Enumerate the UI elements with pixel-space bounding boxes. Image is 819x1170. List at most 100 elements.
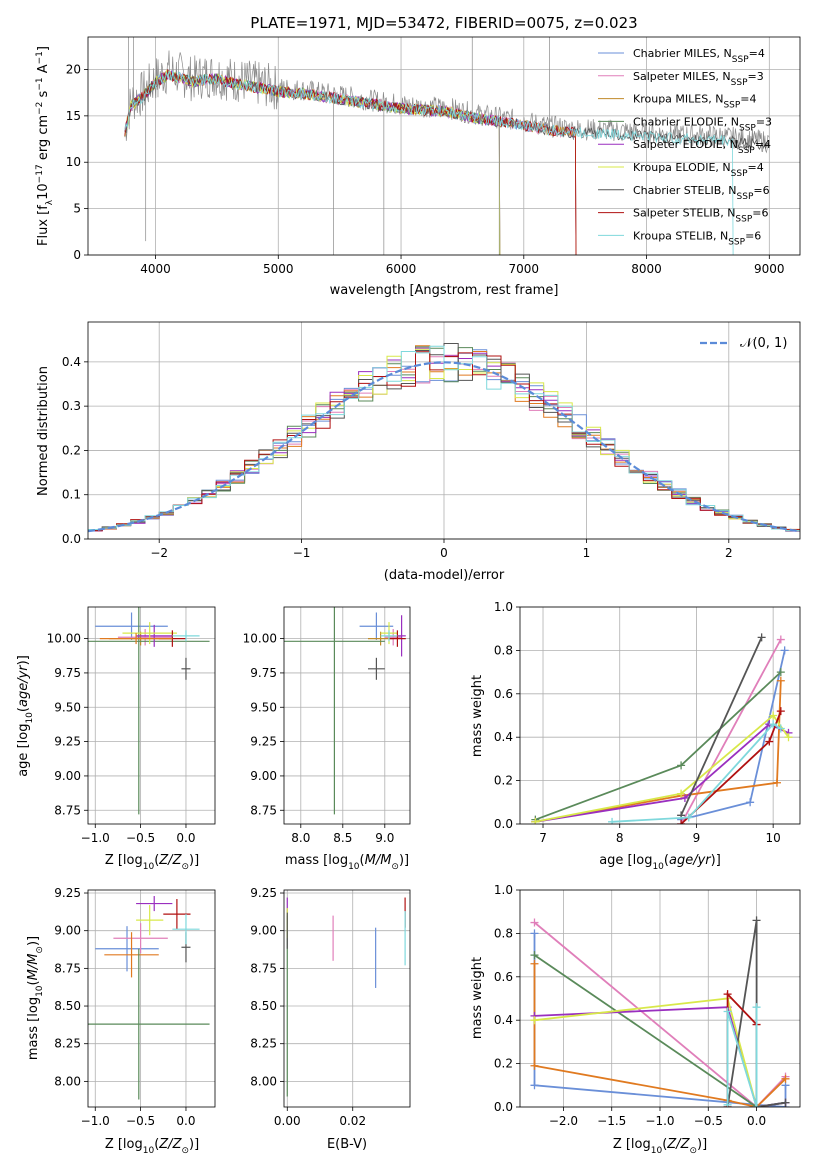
y-tick-label: 0.1 (62, 488, 81, 502)
weight-marker (530, 1061, 539, 1070)
x-tick-label: 1 (583, 546, 591, 560)
plot-area (124, 37, 770, 255)
y-tick-label: 0.6 (494, 970, 513, 984)
y-tick-label: 0 (73, 248, 81, 262)
axes-frame (87, 36, 801, 256)
y-tick-label: 0.2 (494, 1057, 513, 1071)
y-tick-label: 0.0 (62, 532, 81, 546)
weight-marker (723, 1007, 732, 1016)
legend-entry: Salpeter STELIB, NSSP=6 (633, 207, 769, 225)
plot-area (88, 343, 800, 533)
y-tick-label: 9.50 (54, 700, 81, 714)
weight-marker (746, 798, 755, 807)
mass-weight-vs-metallicity-panel: −2.0 −1.5 −1.0 −0.5 0.0 0.0 0.2 0.4 0.6 0.8 1.0 (494, 883, 801, 1128)
y-tick-label: 9.25 (54, 886, 81, 900)
y-tick-label: 9.50 (250, 700, 277, 714)
x-tick-label: 8 (616, 831, 624, 845)
y-tick-label: 0.4 (494, 730, 513, 744)
x-tick-label: 8.5 (333, 831, 352, 845)
model-spectrum-kroupa-stelib (124, 69, 734, 255)
weight-marker (780, 646, 789, 655)
x-tick-label: 0 (440, 546, 448, 560)
legend-entry: Chabrier ELODIE, NSSP=3 (633, 115, 772, 133)
weight-marker (781, 1098, 790, 1107)
x-tick-label: −1.0 (81, 831, 110, 845)
x-tick-label: 5000 (263, 262, 294, 276)
x-axis-label: age [log10(age/yr)] (599, 853, 721, 872)
y-tick-label: 9.00 (54, 769, 81, 783)
legend-entry: Kroupa MILES, NSSP=4 (633, 93, 757, 111)
y-tick-label: 8.75 (250, 961, 277, 975)
y-tick-label: 0.3 (62, 399, 81, 413)
weight-marker (765, 737, 774, 746)
age-vs-metallicity-panel: −1.0 −0.5 0.0 8.75 9.00 9.25 9.50 9.75 10.00 (47, 606, 216, 845)
y-tick-label: 10 (66, 155, 81, 169)
y-tick-label: 8.25 (54, 1037, 81, 1051)
x-tick-label: 8.0 (291, 831, 310, 845)
x-tick-label: 9 (693, 831, 701, 845)
x-tick-label: 2 (725, 546, 733, 560)
weight-marker (530, 1016, 539, 1025)
axes-frame (283, 889, 411, 1108)
y-tick-label: 8.75 (250, 803, 277, 817)
legend-entry: Kroupa STELIB, NSSP=6 (633, 229, 761, 247)
weight-marker (677, 789, 686, 798)
y-tick-label: 1.0 (494, 600, 513, 614)
x-axis-label: E(B-V) (327, 1137, 367, 1152)
y-tick-label: 9.25 (250, 886, 277, 900)
plot-area (530, 916, 790, 1107)
legend-entry: Salpeter ELODIE, NSSP=4 (633, 138, 771, 156)
y-tick-label: 0.0 (494, 817, 513, 831)
y-tick-label: 9.00 (250, 924, 277, 938)
weight-marker (776, 724, 785, 733)
x-tick-label: −2.0 (549, 1114, 578, 1128)
weight-marker (723, 1100, 732, 1107)
y-tick-label: 0.0 (494, 1100, 513, 1114)
weight-series (535, 680, 782, 823)
x-tick-label: 7 (539, 831, 547, 845)
y-tick-label: 5 (73, 202, 81, 216)
x-tick-label: −2 (150, 546, 168, 560)
y-tick-label: 8.00 (250, 1074, 277, 1088)
y-tick-label: 8.50 (54, 999, 81, 1013)
weight-marker (608, 817, 617, 824)
y-tick-label: 9.75 (250, 666, 277, 680)
weight-marker (757, 633, 766, 642)
age-vs-mass-panel: 8.0 8.5 9.0 8.75 9.00 9.25 9.50 9.75 10.00 (243, 606, 411, 845)
x-tick-label: 9000 (754, 262, 785, 276)
weight-marker (680, 793, 689, 802)
legend-normal-label: 𝒩(0, 1) (740, 336, 787, 351)
x-tick-label: 0.0 (176, 1114, 195, 1128)
x-axis-label: Z [log10(Z/Z⊙)] (105, 1137, 199, 1156)
y-tick-label: 0.4 (494, 1013, 513, 1027)
y-tick-label: 10.00 (243, 632, 277, 646)
weight-marker (772, 778, 781, 787)
plot-area (286, 897, 406, 1097)
y-tick-label: 8.25 (250, 1037, 277, 1051)
y-tick-label: 8.00 (54, 1074, 81, 1088)
y-tick-label: 0.2 (494, 774, 513, 788)
y-tick-label: 0.6 (494, 687, 513, 701)
plot-area (531, 633, 793, 824)
spectrum-panel: 4000 5000 6000 7000 8000 9000 0 5 10 15 20 Chabrier… (66, 36, 801, 276)
y-tick-label: 10.00 (47, 632, 81, 646)
y-tick-label: 20 (66, 62, 81, 76)
x-axis-label: (data-model)/error (384, 568, 505, 583)
weight-marker (684, 813, 693, 822)
x-axis-label: mass [log10(M/M⊙)] (285, 853, 409, 872)
mass-weight-vs-age-panel: 7 8 9 10 0.0 0.2 0.4 0.6 0.8 1.0 (494, 600, 801, 845)
weight-marker (677, 820, 686, 824)
normal-curve (88, 361, 800, 533)
y-tick-label: 9.00 (54, 924, 81, 938)
weight-marker (530, 918, 539, 927)
weight-marker (752, 1003, 761, 1012)
y-tick-label: 8.50 (250, 999, 277, 1013)
legend-entry: Kroupa ELODIE, NSSP=4 (633, 161, 764, 179)
x-tick-label: −1.0 (645, 1114, 674, 1128)
axes-frame (87, 321, 801, 540)
y-axis-label: Flux [fλ10−17 erg cm−2 s−1 A−1] (35, 46, 55, 246)
weight-marker (776, 676, 785, 685)
y-tick-label: 9.75 (54, 666, 81, 680)
x-tick-label: 7000 (509, 262, 540, 276)
x-tick-label: −0.5 (126, 831, 155, 845)
